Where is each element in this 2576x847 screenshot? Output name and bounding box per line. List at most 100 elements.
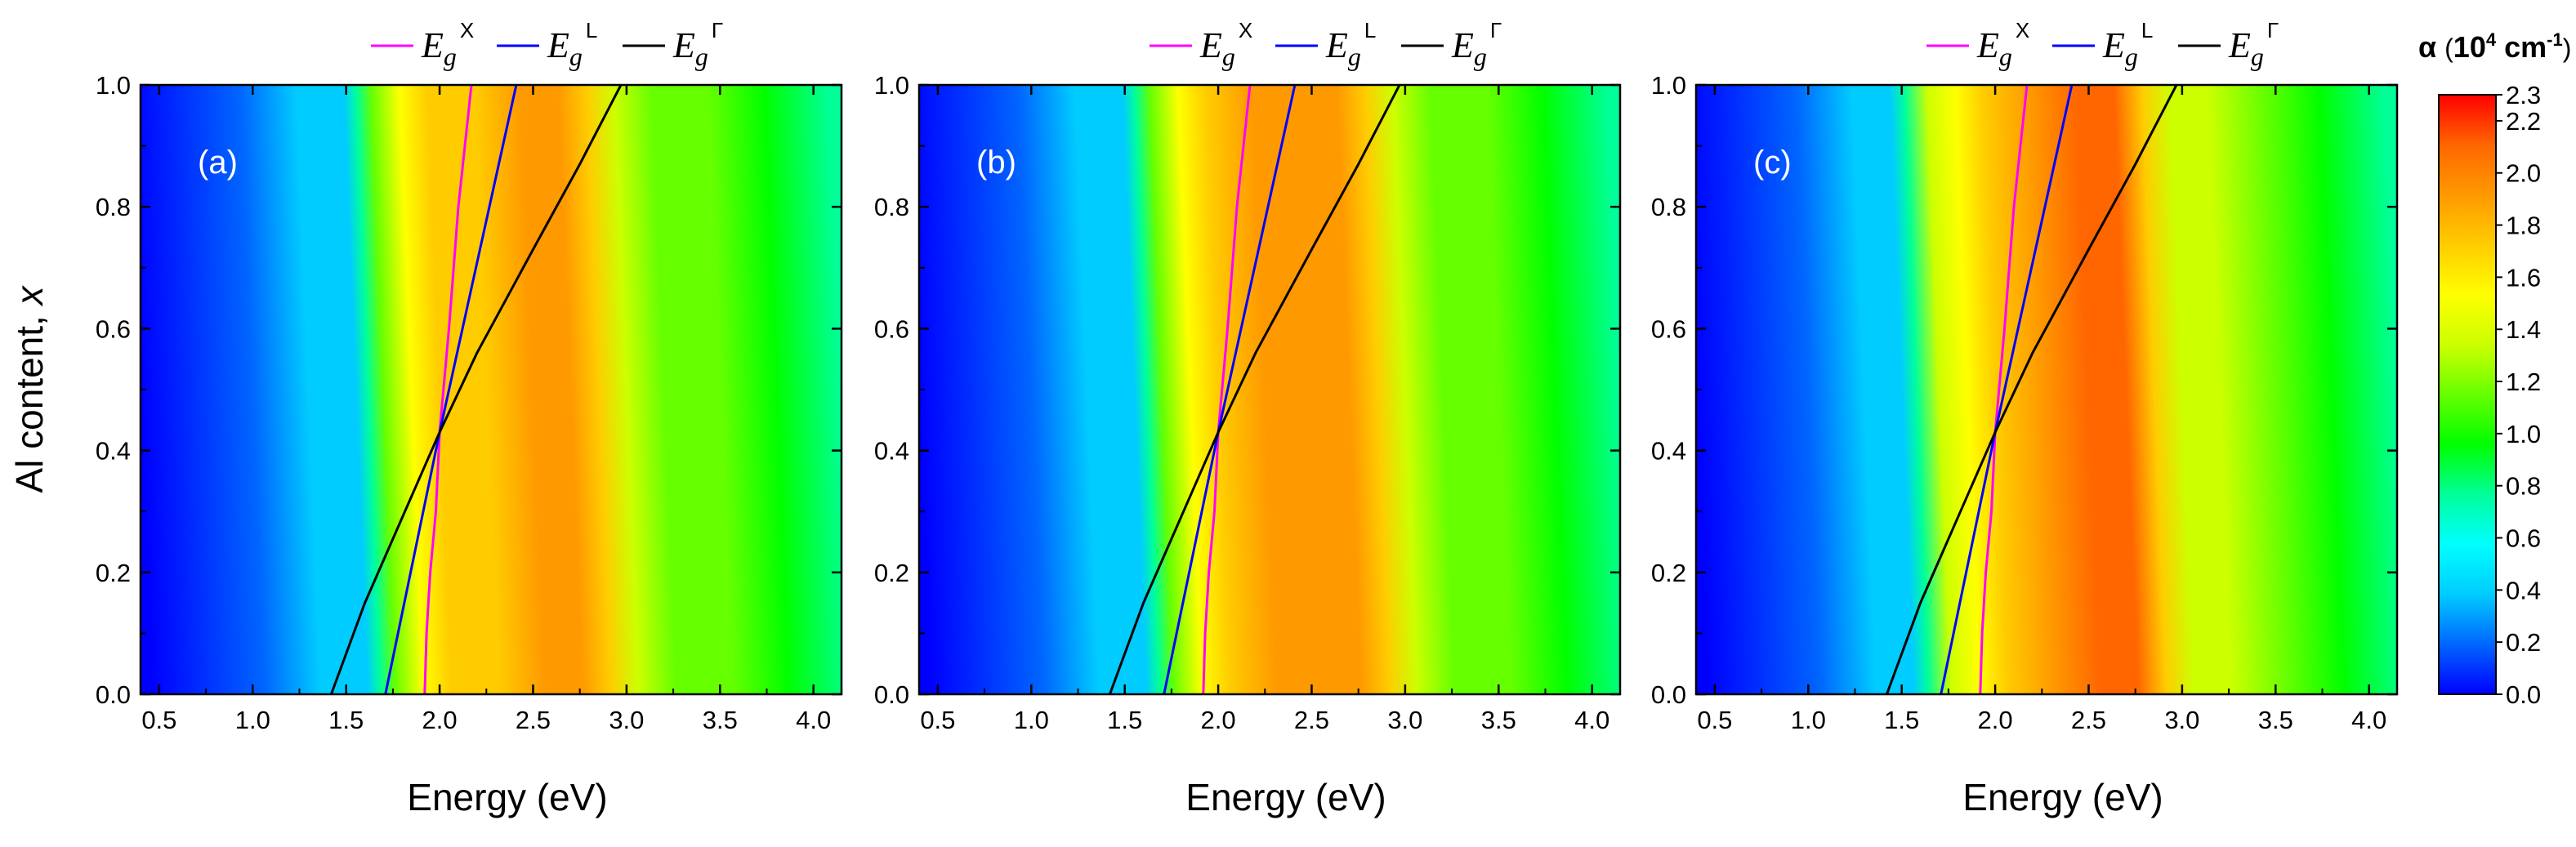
x-axis-title: Energy (eV) [1185, 776, 1386, 818]
legend-item: EgX [1150, 18, 1252, 71]
colorbar-tick-label: 1.4 [2506, 315, 2541, 344]
legend-sub: g [2125, 42, 2138, 71]
y-tick-label: 0.4 [96, 437, 131, 466]
colorbar-unit-exp1: 4 [2486, 29, 2497, 50]
x-tick-label: 4.0 [796, 706, 831, 734]
colorbar-unit-exp2: -1 [2547, 29, 2563, 50]
legend-label: EgΓ [2228, 18, 2279, 71]
legend-item: EgL [1275, 18, 1376, 71]
x-axis-title: Energy (eV) [407, 776, 607, 818]
colorbar-unit-mid: cm [2496, 30, 2547, 64]
colorbar-tick-label: 2.0 [2506, 159, 2541, 188]
panel-c: 0.5 1.0 1.5 2.0 2.5 3.0 3.5 4.0 0.0 0.2 0.4 0.6 0.8 1… [1651, 18, 2399, 818]
legend-sup: X [1239, 18, 1252, 42]
line-eg-gamma [1885, 85, 2178, 694]
x-tick-label: 3.5 [2258, 706, 2293, 734]
legend-sub: g [2251, 42, 2264, 71]
legend-sub: g [1348, 42, 1361, 71]
x-tick-label: 0.5 [141, 706, 176, 734]
y-tick-label: 0.2 [874, 559, 909, 587]
y-tick-label: 0.2 [96, 559, 131, 587]
legend-sup: X [460, 18, 474, 42]
legend-base: E [2102, 25, 2125, 65]
x-tick-label: 4.0 [2351, 706, 2386, 734]
x-tick-label: 2.0 [422, 706, 458, 734]
colorbar-tick-label: 0.0 [2506, 680, 2541, 709]
legend-label: EgL [1325, 18, 1376, 71]
legend-sub: g [569, 42, 583, 71]
y-axis-title: Al content, x [8, 284, 51, 493]
y-tick-label: 1.0 [96, 71, 131, 100]
colorbar-tick-label: 0.4 [2506, 576, 2541, 604]
legend-label: EgΓ [1451, 18, 1502, 71]
legend-base: E [1199, 25, 1222, 65]
y-tick-label: 0.6 [1651, 314, 1686, 343]
line-eg-x [1202, 85, 1252, 694]
y-tick-label: 1.0 [874, 71, 909, 100]
legend-sup: Γ [2267, 18, 2279, 42]
x-tick-label: 2.0 [1978, 706, 2013, 734]
legend-base: E [421, 25, 444, 65]
bandgap-lines [1885, 85, 2178, 694]
legend-sup: L [2141, 18, 2153, 42]
legend-sup: L [1364, 18, 1376, 42]
x-tick-label: 0.5 [1697, 706, 1732, 734]
legend: EgX EgL EgΓ [371, 18, 723, 71]
line-eg-gamma [1108, 85, 1401, 694]
heatmap [141, 85, 842, 694]
legend-base: E [2228, 25, 2251, 65]
legend-sup: L [586, 18, 597, 42]
y-tick-label: 0.4 [1651, 437, 1686, 466]
colorbar-tick-label: 2.3 [2506, 81, 2541, 109]
legend-sub: g [695, 42, 708, 71]
x-tick-label: 3.5 [703, 706, 738, 734]
legend-sup: Γ [712, 18, 723, 42]
legend-sub: g [444, 42, 457, 71]
colorbar-paren-close: ) [2563, 33, 2572, 63]
legend-item: EgΓ [1401, 18, 1502, 71]
y-axis-title-var: x [8, 284, 51, 306]
legend: EgX EgL EgΓ [1926, 18, 2279, 71]
heatmap [919, 85, 1620, 694]
x-tick-label: 1.0 [1791, 706, 1826, 734]
colorbar-tick-label: 2.2 [2506, 107, 2541, 136]
colorbar-tick-label: 1.0 [2506, 420, 2541, 448]
y-tick-label: 0.8 [874, 193, 909, 221]
legend-item: EgX [371, 18, 474, 71]
panel-label: (c) [1753, 145, 1792, 181]
colorbar-tick-label: 0.2 [2506, 628, 2541, 657]
panel-a: 0.5 1.0 1.5 2.0 2.5 3.0 3.5 4.0 0.0 0.2 0.4 0.6 0.8 1… [96, 18, 843, 818]
legend-item: EgΓ [623, 18, 723, 71]
y-axis-title-main: Al content, [8, 305, 51, 493]
legend-base: E [1325, 25, 1348, 65]
colorbar-tick-label: 0.6 [2506, 524, 2541, 553]
y-tick-label: 1.0 [1651, 71, 1686, 100]
legend-label: EgX [1976, 18, 2029, 71]
y-tick-label: 0.6 [96, 314, 131, 343]
legend-label: EgX [421, 18, 474, 71]
legend-item: EgL [2052, 18, 2153, 71]
y-tick-label: 0.0 [1651, 680, 1686, 709]
legend-base: E [1451, 25, 1474, 65]
y-tick-label: 0.4 [874, 437, 909, 466]
legend-sub: g [1999, 42, 2012, 71]
x-tick-label: 0.5 [920, 706, 955, 734]
y-tick-label: 0.2 [1651, 559, 1686, 587]
colorbar-paren-open: ( [2444, 33, 2453, 63]
colorbar: 0.0 0.2 0.4 0.6 0.8 1.0 1.2 1.4 1.6 1.8 2.0 2.22.3 α… [2418, 29, 2571, 709]
x-tick-label: 3.5 [1481, 706, 1516, 734]
panel-label: (b) [976, 145, 1016, 181]
legend-item: EgL [497, 18, 597, 71]
y-tick-label: 0.0 [96, 680, 131, 709]
x-tick-label: 2.5 [1294, 706, 1329, 734]
x-tick-label: 1.5 [1884, 706, 1919, 734]
panel-b: 0.5 1.0 1.5 2.0 2.5 3.0 3.5 4.0 0.0 0.2 0.4 0.6 0.8 1… [874, 18, 1622, 818]
legend-sup: X [2016, 18, 2029, 42]
legend-base: E [1976, 25, 1999, 65]
bandgap-lines [329, 85, 623, 694]
legend-label: EgL [2102, 18, 2153, 71]
legend: EgX EgL EgΓ [1150, 18, 1502, 71]
colorbar-tick-label: 0.8 [2506, 472, 2541, 501]
legend-label: EgL [547, 18, 597, 71]
